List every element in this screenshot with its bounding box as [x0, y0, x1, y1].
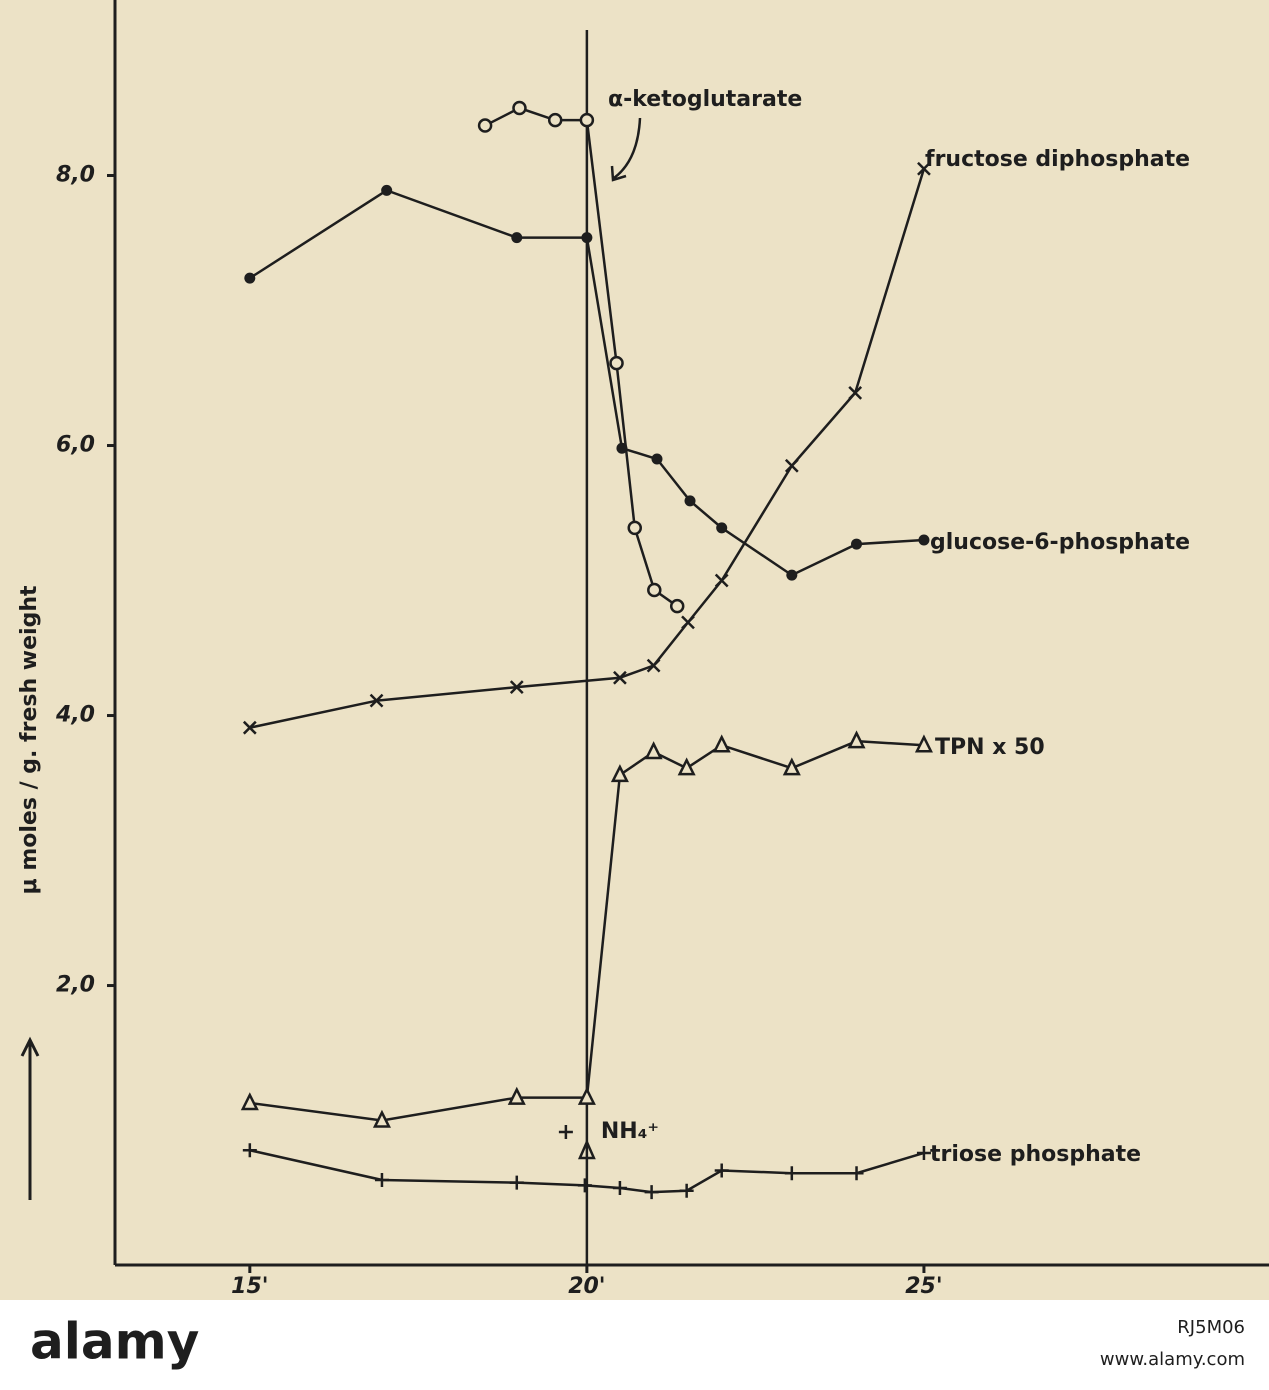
data-point [547, 112, 563, 128]
data-point [581, 232, 593, 244]
data-point [782, 757, 801, 776]
data-point [712, 734, 731, 753]
data-point [851, 538, 863, 550]
y-axis-label: μ moles / g. fresh weight [17, 585, 42, 895]
event-plus [558, 1125, 573, 1139]
series-label: triose phosphate [930, 1142, 1141, 1167]
series-label: fructose diphosphate [925, 147, 1190, 172]
y-tick-label: 8,0 [56, 163, 95, 188]
series-label: α-ketoglutarate [608, 87, 802, 112]
data-point [369, 693, 384, 708]
data-point [242, 720, 257, 735]
data-point [679, 1183, 694, 1198]
data-point [511, 232, 523, 244]
data-point [372, 1109, 391, 1128]
data-point [651, 453, 663, 465]
data-point [577, 1178, 592, 1193]
label-arrow [610, 117, 642, 182]
data-point [512, 100, 527, 116]
watermark-brand: alamy [30, 1313, 199, 1371]
series-line [249, 168, 926, 729]
event-marker [577, 1138, 596, 1160]
data-point [848, 385, 863, 400]
data-point [714, 1163, 729, 1178]
watermark-id: RJ5M06 [1177, 1317, 1245, 1338]
watermark-strip [0, 1300, 1269, 1390]
data-point [509, 1175, 524, 1190]
data-point [577, 1086, 596, 1105]
data-point [644, 741, 663, 760]
data-point [681, 615, 695, 630]
data-point [918, 534, 930, 546]
y-tick-label: 2,0 [56, 973, 95, 998]
data-point [507, 1086, 526, 1105]
data-point [240, 1092, 259, 1111]
data-point [669, 598, 685, 614]
data-point [849, 1166, 864, 1181]
series-label: TPN x 50 [935, 735, 1045, 760]
data-point [644, 1185, 659, 1200]
data-point [786, 569, 798, 581]
data-point [610, 764, 629, 783]
data-point [616, 442, 628, 454]
data-point [684, 495, 696, 507]
data-point [677, 757, 696, 776]
data-point [646, 658, 661, 673]
x-tick-label: 15' [231, 1274, 268, 1299]
data-point [647, 582, 662, 598]
data-point [847, 730, 866, 749]
data-point [613, 670, 627, 685]
data-point [477, 118, 493, 133]
data-point [916, 1145, 931, 1160]
data-point [914, 734, 933, 753]
watermark-url: www.alamy.com [1100, 1349, 1245, 1370]
y-axis-arrow [20, 1036, 40, 1200]
plot: 2,0 4,0 6,0 8,0 15' 20' 25' NH₄⁺ α-ketoglutarate… [55, 0, 1269, 1299]
data-point [609, 355, 624, 371]
paper [0, 0, 1269, 1300]
x-tick-label: 25' [905, 1274, 942, 1299]
data-point [374, 1172, 389, 1187]
event-label: NH₄⁺ [601, 1119, 659, 1144]
data-point [917, 161, 931, 176]
data-point [244, 272, 256, 284]
x-tick-label: 20' [568, 1274, 605, 1299]
data-point [579, 112, 595, 128]
data-point [784, 458, 799, 473]
y-tick-label: 4,0 [55, 703, 95, 728]
data-point [784, 1166, 799, 1181]
data-point [612, 1181, 627, 1196]
data-point [714, 573, 729, 588]
series-label: glucose-6-phosphate [930, 530, 1190, 555]
y-tick-label: 6,0 [56, 433, 95, 458]
data-point [509, 680, 524, 695]
data-point [242, 1143, 257, 1158]
data-point [381, 184, 393, 196]
data-point [716, 522, 728, 534]
data-point [627, 520, 642, 536]
